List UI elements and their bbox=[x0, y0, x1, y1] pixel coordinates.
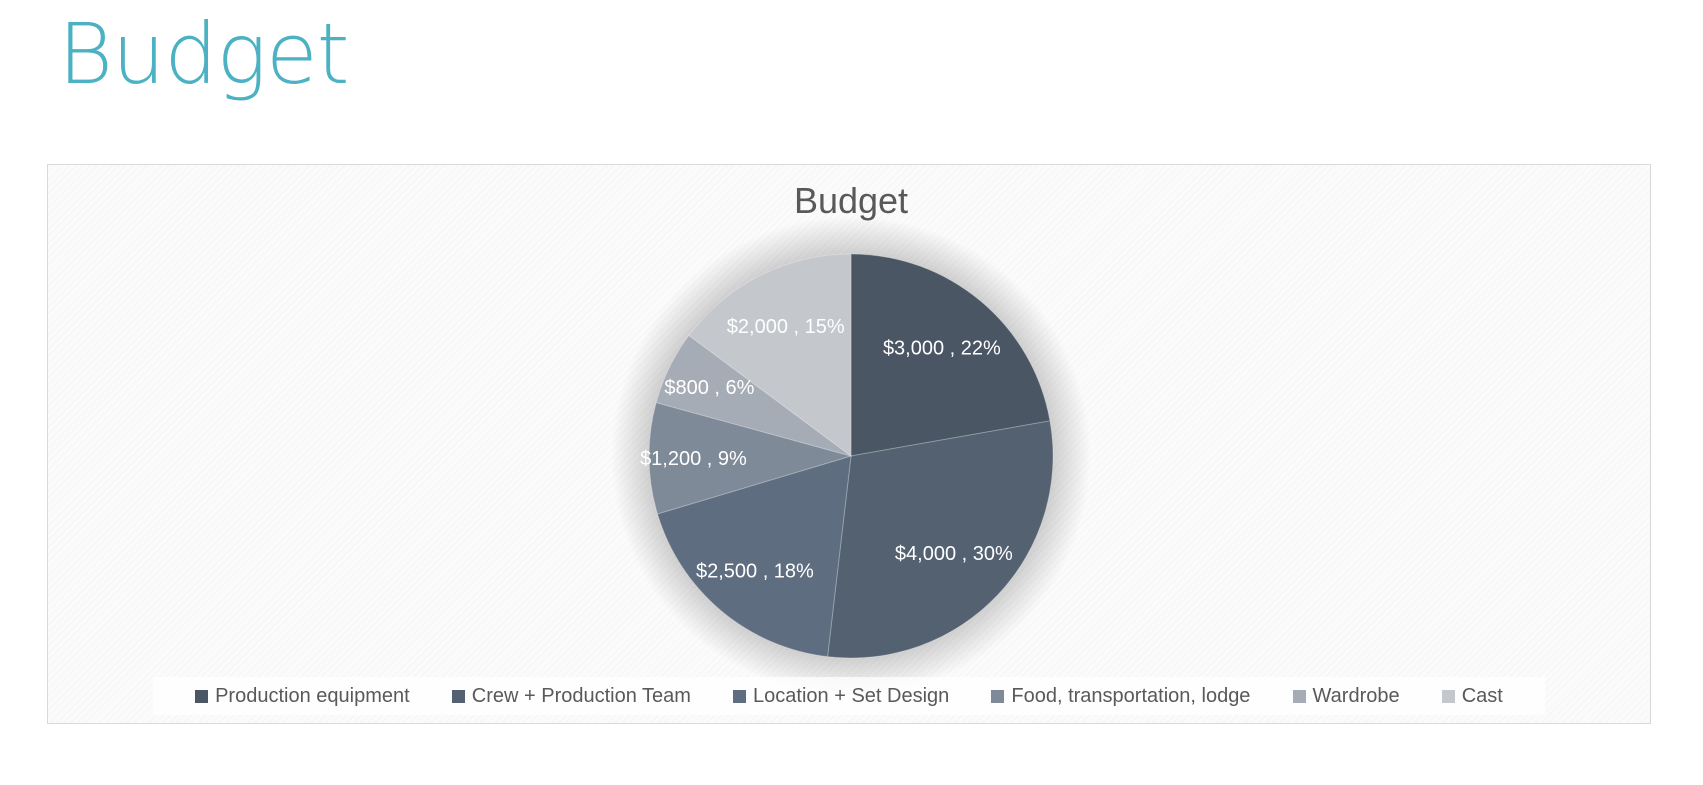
legend-swatch bbox=[195, 689, 209, 703]
page-title: Budget bbox=[58, 5, 350, 103]
legend-swatch bbox=[451, 689, 465, 703]
legend-label: Production equipment bbox=[215, 684, 410, 707]
pie-slices bbox=[648, 253, 1054, 659]
legend-label: Wardrobe bbox=[1312, 684, 1400, 707]
pie-slice-location-set-design[interactable] bbox=[656, 455, 852, 658]
legend-swatch bbox=[991, 689, 1005, 703]
legend-item-location-set-design[interactable]: Location + Set Design bbox=[733, 685, 949, 708]
pie-slice-crew-production-team[interactable] bbox=[826, 420, 1054, 659]
chart-title: Budget bbox=[794, 180, 908, 221]
legend-label: Cast bbox=[1461, 684, 1503, 707]
legend-swatch bbox=[1441, 689, 1455, 703]
legend-item-food-transportation-lodge[interactable]: Food, transportation, lodge bbox=[991, 685, 1250, 708]
data-label-location-set-design: $2,500 , 18% bbox=[696, 561, 814, 583]
pie-slice-production-equipment[interactable] bbox=[850, 253, 1051, 457]
chart-legend: Production equipment Crew + Production Te… bbox=[153, 677, 1545, 715]
legend-swatch bbox=[733, 689, 747, 703]
pie-slice-food-transportation-lodge[interactable] bbox=[648, 401, 853, 515]
data-label-production-equipment: $3,000 , 22% bbox=[883, 338, 1001, 360]
legend-label: Food, transportation, lodge bbox=[1011, 684, 1251, 707]
data-label-crew-production-team: $4,000 , 30% bbox=[895, 543, 1013, 565]
pie-slice-cast[interactable] bbox=[688, 253, 852, 457]
data-labels: $3,000 , 22% $4,000 , 30% $2,500 , 18% $1,2… bbox=[640, 316, 1013, 582]
legend-item-wardrobe[interactable]: Wardrobe bbox=[1292, 684, 1400, 708]
legend-label: Location + Set Design bbox=[753, 684, 950, 707]
legend-item-cast[interactable]: Cast bbox=[1441, 684, 1503, 708]
pie-slice-wardrobe[interactable] bbox=[655, 334, 852, 457]
chart-area[interactable]: Budget $3,000 , 22% $4,000 , 30% $2,500 , … bbox=[47, 164, 1651, 724]
data-label-food-transportation-lodge: $1,200 , 9% bbox=[640, 448, 747, 470]
legend-label: Crew + Production Team bbox=[471, 684, 691, 707]
legend-item-production-equipment[interactable]: Production equipment bbox=[195, 685, 410, 708]
data-label-wardrobe: $800 , 6% bbox=[664, 377, 754, 399]
legend-swatch bbox=[1292, 689, 1306, 703]
data-label-cast: $2,000 , 15% bbox=[727, 316, 845, 338]
legend-item-crew-production-team[interactable]: Crew + Production Team bbox=[451, 684, 691, 708]
pie-chart: Budget $3,000 , 22% $4,000 , 30% $2,500 , … bbox=[611, 180, 1091, 696]
